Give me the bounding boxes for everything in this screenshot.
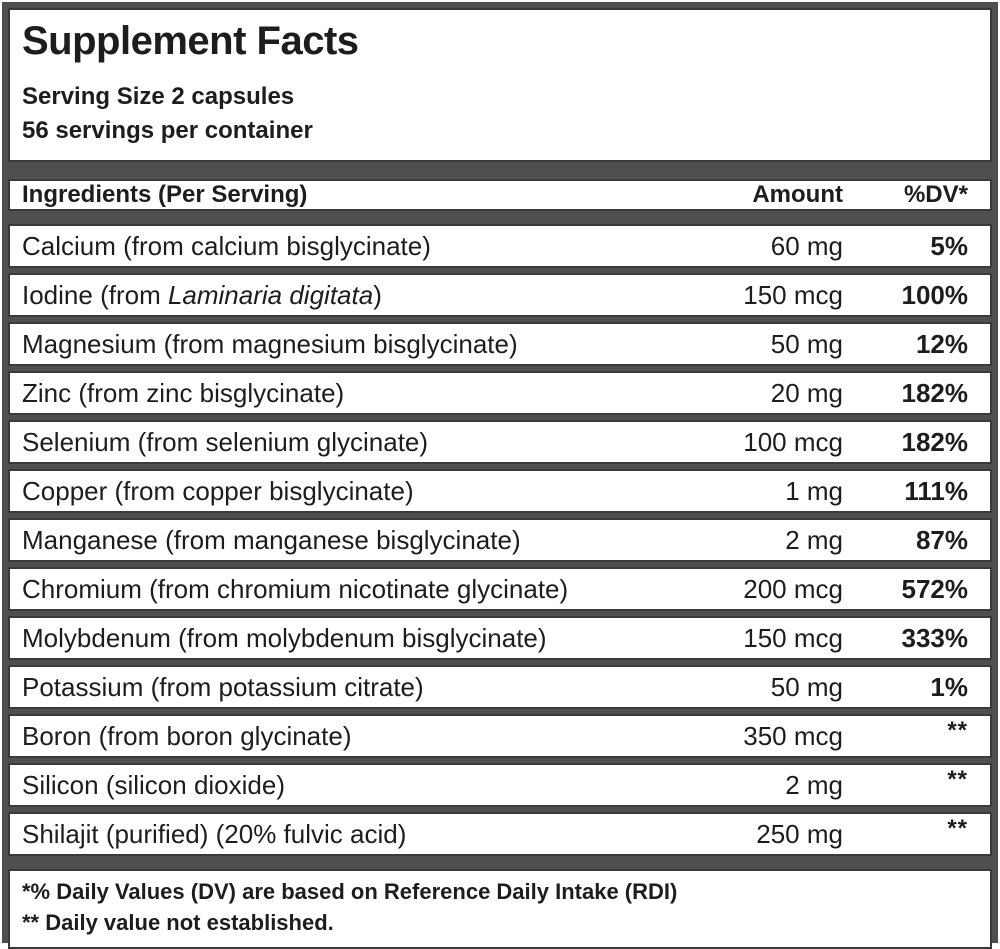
ingredient-dv: 182% xyxy=(901,377,969,408)
ingredient-row: Manganese (from manganese bisglycinate) … xyxy=(8,518,992,563)
divider-bar-header xyxy=(8,211,992,224)
ingredient-row: Boron (from boron glycinate) 350 mcg ** xyxy=(8,714,992,759)
table-header-row: Ingredients (Per Serving) Amount %DV* xyxy=(8,179,992,212)
serving-size: Serving Size 2 capsules xyxy=(22,83,295,110)
ingredient-name: Molybdenum (from molybdenum bisglycinate… xyxy=(22,622,547,653)
ingredient-dv: 182% xyxy=(901,426,969,457)
ingredient-amount: 2 mg xyxy=(785,769,843,800)
footnote-dv-basis: *% Daily Values (DV) are based on Refere… xyxy=(22,879,678,905)
ingredient-dv: 1% xyxy=(930,671,968,702)
ingredient-dv: ** xyxy=(947,716,968,744)
ingredient-row: Shilajit (purified) (20% fulvic acid) 25… xyxy=(8,812,992,857)
ingredient-dv: 111% xyxy=(904,475,968,506)
ingredient-amount: 50 mg xyxy=(770,671,843,702)
ingredient-amount: 250 mg xyxy=(756,818,843,849)
divider-bar-footer xyxy=(8,856,992,869)
ingredient-dv: ** xyxy=(947,765,968,793)
ingredient-name: Manganese (from manganese bisglycinate) xyxy=(22,524,521,555)
ingredient-name: Shilajit (purified) (20% fulvic acid) xyxy=(22,818,407,849)
ingredient-row: Potassium (from potassium citrate) 50 mg… xyxy=(8,665,992,710)
ingredient-dv: 333% xyxy=(901,622,969,653)
ingredient-amount: 1 mg xyxy=(785,475,843,506)
ingredient-dv: 87% xyxy=(915,524,968,555)
title-section: Supplement Facts Serving Size 2 capsules… xyxy=(8,8,992,163)
ingredient-row: Zinc (from zinc bisglycinate) 20 mg 182% xyxy=(8,371,992,416)
ingredient-dv: 100% xyxy=(901,279,969,310)
divider-bar-top xyxy=(8,162,992,179)
ingredient-row: Copper (from copper bisglycinate) 1 mg 1… xyxy=(8,469,992,514)
ingredient-row: Molybdenum (from molybdenum bisglycinate… xyxy=(8,616,992,661)
ingredient-amount: 2 mg xyxy=(785,524,843,555)
ingredient-row: Iodine (from Laminaria digitata) 150 mcg… xyxy=(8,273,992,318)
ingredient-name: Zinc (from zinc bisglycinate) xyxy=(22,377,345,408)
ingredient-name: Calcium (from calcium bisglycinate) xyxy=(22,230,431,261)
ingredient-row: Calcium (from calcium bisglycinate) 60 m… xyxy=(8,224,992,269)
ingredient-amount: 200 mcg xyxy=(743,573,843,604)
ingredient-table-body: Calcium (from calcium bisglycinate) 60 m… xyxy=(8,224,992,857)
ingredient-name: Potassium (from potassium citrate) xyxy=(22,671,424,702)
ingredient-dv: ** xyxy=(947,814,968,842)
ingredient-dv: 572% xyxy=(901,573,969,604)
ingredient-name: Boron (from boron glycinate) xyxy=(22,720,352,751)
ingredient-amount: 20 mg xyxy=(770,377,843,408)
ingredient-name: Iodine (from Laminaria digitata) xyxy=(22,279,382,310)
ingredient-amount: 50 mg xyxy=(770,328,843,359)
ingredient-row: Chromium (from chromium nicotinate glyci… xyxy=(8,567,992,612)
ingredient-row: Selenium (from selenium glycinate) 100 m… xyxy=(8,420,992,465)
column-header-amount: Amount xyxy=(752,181,843,209)
ingredient-name: Magnesium (from magnesium bisglycinate) xyxy=(22,328,518,359)
column-header-dv: %DV* xyxy=(903,181,968,209)
servings-per-container: 56 servings per container xyxy=(22,117,313,145)
ingredient-name: Chromium (from chromium nicotinate glyci… xyxy=(22,573,569,604)
ingredient-amount: 350 mcg xyxy=(743,720,843,751)
ingredient-row: Magnesium (from magnesium bisglycinate) … xyxy=(8,322,992,367)
ingredient-name: Selenium (from selenium glycinate) xyxy=(22,426,429,457)
ingredient-amount: 60 mg xyxy=(770,230,843,261)
ingredient-dv: 5% xyxy=(930,230,968,261)
footnote-not-established: ** Daily value not established. xyxy=(22,910,334,936)
column-header-ingredients: Ingredients (Per Serving) xyxy=(22,181,308,209)
ingredient-name: Copper (from copper bisglycinate) xyxy=(22,475,414,506)
ingredient-amount: 100 mcg xyxy=(743,426,843,457)
ingredient-dv: 12% xyxy=(915,328,968,359)
ingredient-row: Silicon (silicon dioxide) 2 mg ** xyxy=(8,763,992,808)
ingredient-amount: 150 mcg xyxy=(743,622,843,653)
page-title: Supplement Facts xyxy=(22,19,359,63)
ingredient-name: Silicon (silicon dioxide) xyxy=(22,769,285,800)
ingredient-amount: 150 mcg xyxy=(743,279,843,310)
footnote-section: *% Daily Values (DV) are based on Refere… xyxy=(8,869,992,949)
